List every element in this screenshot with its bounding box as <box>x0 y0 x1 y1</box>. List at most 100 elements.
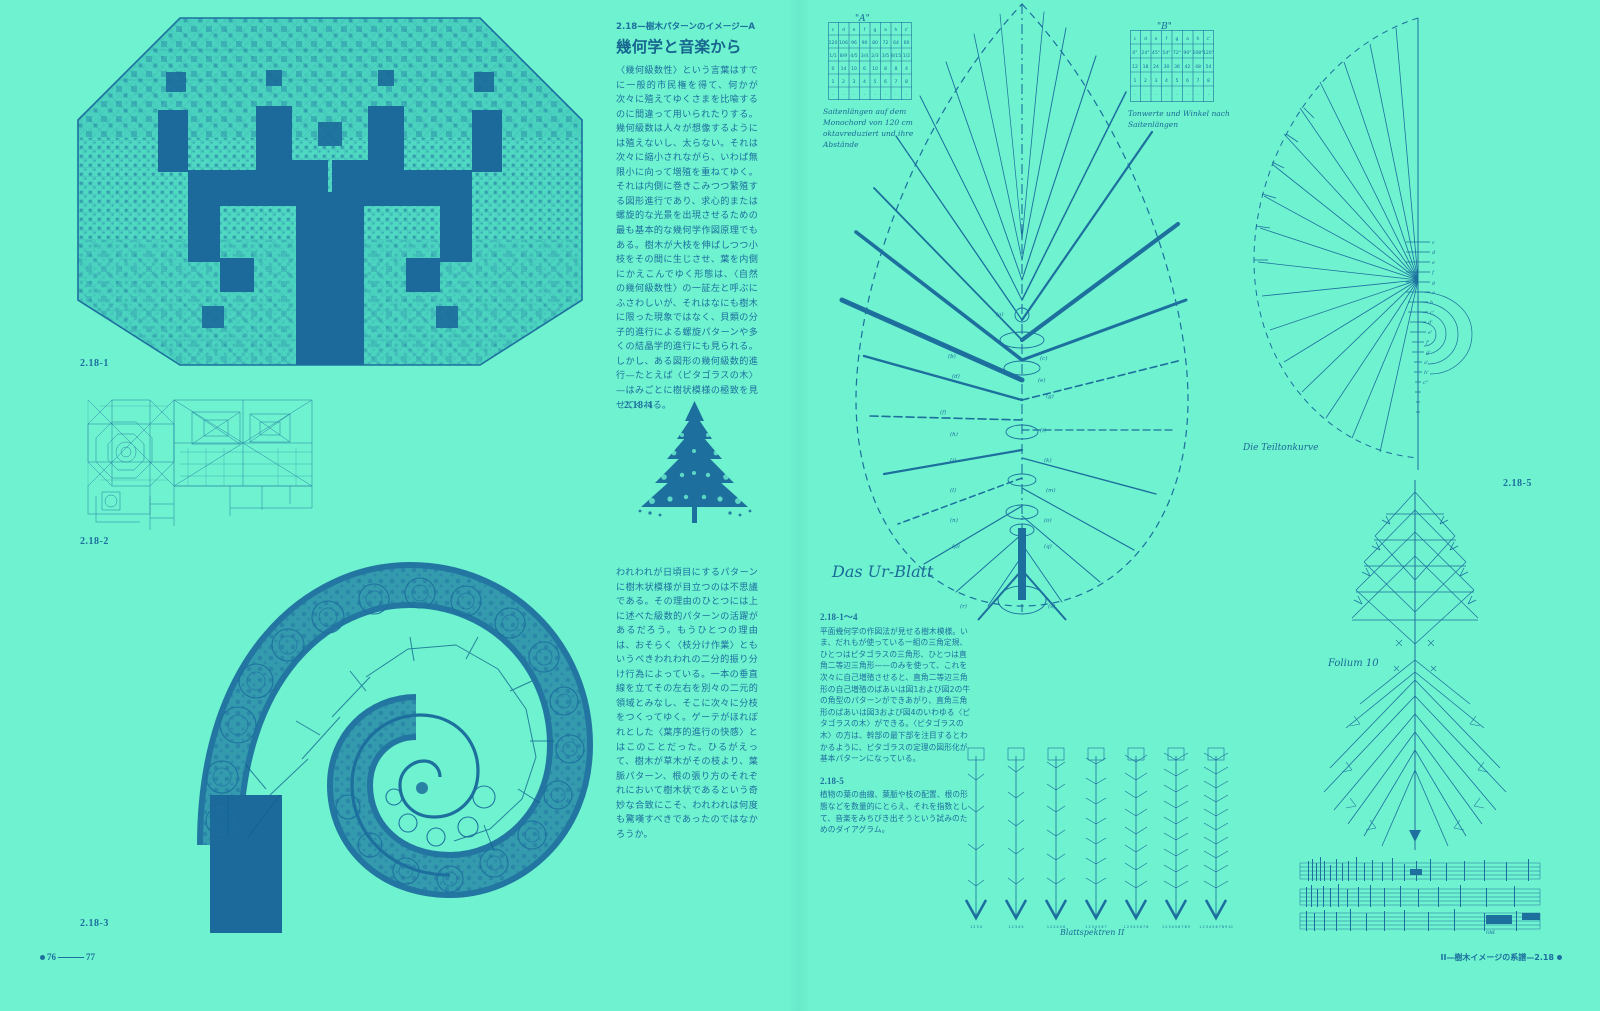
svg-text:e: e <box>1432 260 1435 266</box>
svg-text:6: 6 <box>863 66 866 72</box>
svg-text:(r): (r) <box>960 603 967 610</box>
svg-text:(a): (a) <box>996 311 1004 318</box>
caption-block-1-text: 平面幾何学の作図法が見せる樹木模様。いま、だれもが使っている一組の三角定規、ひと… <box>820 626 971 764</box>
footer-section-label: II—樹木イメージの系譜—2.18 <box>1440 953 1554 962</box>
table-b-label: "B" <box>1157 22 1172 32</box>
figure-ur-blatt-leaf: (a) (b) (c) (d) (e) (f) (g) (h) (i) (j) (k) (… <box>800 0 1240 630</box>
svg-text:14: 14 <box>841 66 847 72</box>
svg-text:(g): (g) <box>1046 393 1054 400</box>
svg-text:·: · <box>885 93 886 98</box>
svg-text:c'': c'' <box>1423 380 1429 386</box>
svg-text:a: a <box>884 28 887 33</box>
svg-text:45°: 45° <box>1152 50 1160 56</box>
svg-text:d: d <box>1144 36 1147 42</box>
figure-pythagoras-tree-octagon <box>70 10 590 380</box>
svg-text:(n): (n) <box>950 517 958 524</box>
svg-text:0°: 0° <box>1132 50 1137 56</box>
caption-spacer <box>820 765 972 776</box>
svg-text:96: 96 <box>851 40 857 46</box>
svg-text:(c): (c) <box>1040 355 1047 362</box>
svg-text:1 2 3 4 5 6 7: 1 2 3 4 5 6 7 <box>1085 925 1107 929</box>
svg-text:5: 5 <box>874 79 877 85</box>
svg-text:e: e <box>853 28 856 33</box>
svg-text:24: 24 <box>1153 64 1159 70</box>
figure-caption-2-18-1: 2.18-1 <box>80 358 109 369</box>
svg-text:f: f <box>1166 36 1168 42</box>
svg-text:c: c <box>1432 240 1435 246</box>
svg-text:2: 2 <box>842 79 845 85</box>
label-blattspektren: Blattspektren II <box>1060 928 1125 937</box>
svg-text:48: 48 <box>1195 64 1201 70</box>
svg-text:g': g' <box>1426 350 1431 356</box>
figure-caption-2-18-5: 2.18-5 <box>1503 478 1532 489</box>
svg-text:1 2 3 4 5 6 7 8 9 10: 1 2 3 4 5 6 7 8 9 10 <box>1199 925 1232 929</box>
label-folium: Folium 10 <box>1328 658 1379 669</box>
footer-page-start: 76 <box>47 952 56 962</box>
svg-text:(s): (s) <box>1048 603 1055 610</box>
svg-text:(p): (p) <box>952 543 960 550</box>
svg-text:d': d' <box>1428 320 1433 326</box>
svg-text:(d): (d) <box>952 373 960 380</box>
svg-text:7: 7 <box>1197 78 1200 84</box>
svg-text:·: · <box>832 93 833 98</box>
svg-text:e: e <box>1155 37 1158 42</box>
svg-text:120°: 120° <box>1203 50 1214 56</box>
svg-text:g: g <box>1176 37 1179 42</box>
figure-caption-2-18-4: 2.18-4 <box>624 400 653 411</box>
svg-text:3: 3 <box>1155 78 1158 84</box>
hand-caption-monochord: Saitenlängen auf dem Monochord von 120 c… <box>823 107 914 149</box>
svg-text:·: · <box>853 93 854 98</box>
figure-caption-2-18-2: 2.18-2 <box>80 536 109 547</box>
label-das-ur-blatt: Das Ur-Blatt <box>832 562 934 581</box>
svg-text:18: 18 <box>1143 64 1149 70</box>
svg-text:h': h' <box>1424 370 1429 376</box>
svg-text:8: 8 <box>1207 78 1210 84</box>
svg-text:5: 5 <box>1176 78 1179 84</box>
article-paragraph-2: われわれが日頃目にするパターンに樹木状模様が目立つのは不思議である。その理由のひ… <box>616 568 758 840</box>
svg-text:e': e' <box>1428 330 1432 336</box>
footer-page-end: 77 <box>86 952 95 962</box>
footer-rule <box>58 956 84 958</box>
article-headline: 幾何学と音楽から <box>616 38 742 56</box>
svg-text:10: 10 <box>872 66 878 72</box>
figure-folium-spine <box>1290 480 1540 850</box>
svg-text:30: 30 <box>1164 64 1170 70</box>
svg-text:FINE: FINE <box>1486 930 1495 935</box>
svg-text:10: 10 <box>851 66 857 72</box>
svg-text:1: 1 <box>1134 78 1137 84</box>
svg-text:f: f <box>1431 270 1435 276</box>
svg-text:1/1: 1/1 <box>829 53 836 59</box>
svg-text:h: h <box>1430 300 1433 306</box>
caption-block-2-text: 植物の葉の曲線、葉脈や枝の配置、根の形態などを数量的にとらえ、それを指数として、… <box>820 790 968 835</box>
svg-text:4/5: 4/5 <box>850 53 857 59</box>
figure-musical-score: FINE <box>1290 855 1545 935</box>
right-captions: 2.18-1～4 平面幾何学の作図法が見せる樹木模様。いま、だれもが使っている一… <box>820 612 972 836</box>
svg-text:h: h <box>895 27 898 33</box>
page-gutter <box>788 0 810 1011</box>
svg-text:8: 8 <box>884 66 887 72</box>
svg-text:1 2 3 4 5: 1 2 3 4 5 <box>1008 925 1023 929</box>
svg-text:(q): (q) <box>1044 543 1052 550</box>
svg-text:90: 90 <box>862 40 868 46</box>
svg-text:c: c <box>1134 37 1137 42</box>
svg-text:120: 120 <box>829 40 838 46</box>
svg-text:4: 4 <box>905 66 908 72</box>
figure-fractal-fir-tree <box>620 395 770 530</box>
svg-text:·: · <box>864 93 865 98</box>
svg-text:7: 7 <box>895 79 898 85</box>
svg-text:·: · <box>895 93 896 98</box>
label-die-teiltonkurve: Die Teiltonkurve <box>1243 443 1319 453</box>
svg-text:54°: 54° <box>1162 50 1170 56</box>
footer-left: 76 77 <box>40 952 95 962</box>
svg-text:3/4: 3/4 <box>861 53 868 59</box>
svg-text:1 2 3 4: 1 2 3 4 <box>970 925 982 929</box>
svg-text:g: g <box>874 28 877 33</box>
svg-text:·: · <box>1208 93 1209 98</box>
svg-text:c': c' <box>905 27 909 33</box>
table-monochord-a: c d e f g a h c' 120 106 96 90 80 72 64 60 1/1 8/9 4/5 3/… <box>828 22 912 100</box>
footer-right: II—樹木イメージの系譜—2.18 <box>1440 952 1562 963</box>
article-text-column-1: 2.18—樹木パターンのイメージ—A 幾何学と音楽から 〈幾何級数性〉という言葉… <box>616 20 758 413</box>
svg-text:6: 6 <box>884 79 887 85</box>
caption-block-2-number: 2.18-5 <box>820 775 844 786</box>
svg-text:g: g <box>1432 280 1435 286</box>
